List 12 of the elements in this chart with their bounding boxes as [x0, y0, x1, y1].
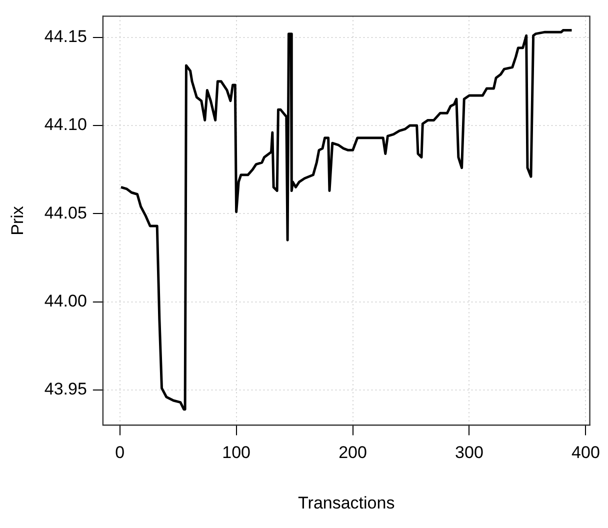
- x-tick-label: 300: [455, 443, 484, 462]
- y-tick-label: 44.15: [44, 27, 87, 46]
- x-tick-label: 100: [222, 443, 250, 462]
- x-tick-label: 200: [338, 443, 367, 462]
- y-tick-label: 44.00: [44, 291, 87, 310]
- y-tick-label: 44.10: [44, 115, 87, 134]
- y-tick-label: 44.05: [44, 203, 87, 222]
- y-tick-label: 43.95: [44, 380, 87, 399]
- y-axis-title: Prix: [8, 206, 27, 236]
- x-axis-title: Transactions: [298, 493, 395, 512]
- x-tick-label: 400: [572, 443, 600, 462]
- x-tick-label: 0: [115, 443, 125, 462]
